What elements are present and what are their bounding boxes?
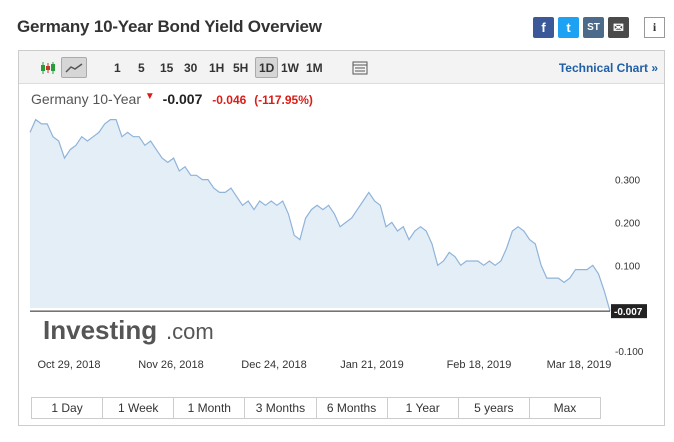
technical-chart-link[interactable]: Technical Chart » [558,61,658,75]
page-title: Germany 10-Year Bond Yield Overview [17,17,322,36]
last-value-label: -0.007 [614,307,643,318]
range-button[interactable]: 6 Months [317,398,388,418]
investing-logo: Investing [43,315,157,345]
email-icon[interactable]: ✉ [608,17,629,38]
price-change-pct: (-117.95%) [254,93,313,107]
range-button[interactable]: 1 Month [174,398,246,418]
y-tick-label: 0.300 [615,176,640,187]
range-button[interactable]: 1 Day [32,398,104,418]
x-tick-label: Feb 18, 2019 [447,359,512,371]
twitter-icon[interactable]: t [558,17,579,38]
quote-line: Germany 10-Year ▼ -0.007 -0.046 (-117.95… [31,91,313,107]
table-view-icon[interactable] [348,57,372,78]
share-bar: f t ST ✉ [533,17,629,39]
y-tick-label: 0.100 [615,261,640,272]
last-value-badge [611,304,647,319]
price-change: -0.046 [212,93,247,107]
facebook-icon[interactable]: f [533,17,554,38]
range-button[interactable]: 1 Year [388,398,459,418]
interval-button[interactable]: 5H [233,60,249,75]
last-price: -0.007 [162,91,203,107]
stocktwits-icon[interactable]: ST [583,17,604,38]
interval-button[interactable]: 1M [306,60,323,75]
investing-logo-suffix: .com [166,319,214,344]
interval-button[interactable]: 1D [255,57,279,78]
line-chart-icon[interactable] [61,57,87,78]
x-tick-label: Mar 18, 2019 [547,359,612,371]
interval-button[interactable]: 5 [138,60,145,75]
series-line [29,118,611,312]
range-button[interactable]: Max [553,401,577,415]
yield-chart[interactable]: 0.300 0.200 0.100 -0.100 -0.007 Oct 29, 2018 N… [19,111,664,396]
chart-toolbar: 1 5 15 30 1H 5H 1D 1W 1M Technical Chart » [19,51,664,84]
interval-button[interactable]: 1W [281,60,299,75]
x-tick-label: Jan 21, 2019 [340,359,404,371]
y-tick-label: -0.100 [615,347,644,358]
interval-button[interactable]: 30 [184,60,198,75]
x-tick-label: Nov 26, 2018 [138,359,203,371]
series-area [30,119,610,312]
interval-button[interactable]: 15 [160,60,174,75]
range-button[interactable]: 5 years [459,398,530,418]
y-tick-label: 0.200 [615,218,640,229]
down-arrow-icon: ▼ [144,91,155,102]
x-tick-label: Dec 24, 2018 [241,359,306,371]
x-tick-label: Oct 29, 2018 [38,359,101,371]
range-selector: 1 Day 1 Week 1 Month 3 Months 6 Months 1 Year… [31,397,601,419]
interval-button[interactable]: 1H [209,60,225,75]
range-button[interactable]: 1 Week [103,398,175,418]
instrument-name: Germany 10-Year [31,91,141,107]
range-button[interactable]: 3 Months [245,398,317,418]
interval-button[interactable]: 1 [114,60,121,75]
candlestick-icon[interactable] [37,57,59,78]
info-icon[interactable]: i [644,17,665,38]
chart-panel: 1 5 15 30 1H 5H 1D 1W 1M Technical Chart » Germa… [18,50,665,426]
